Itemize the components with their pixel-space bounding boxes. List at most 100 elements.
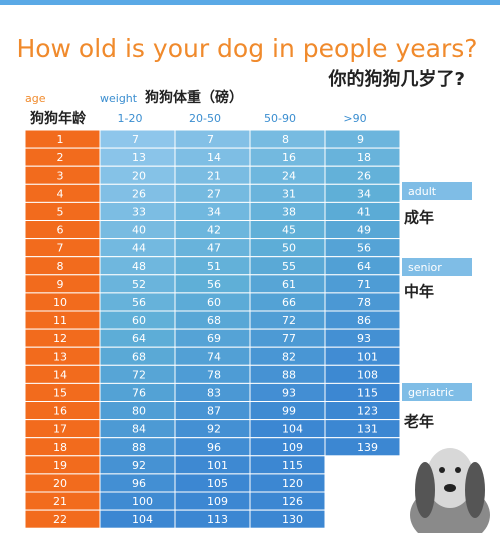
value-text: 104 [282, 423, 303, 436]
value-text: 40 [132, 224, 146, 237]
value-cell [324, 437, 401, 457]
value-text: 66 [282, 296, 296, 309]
age-text: 12 [53, 332, 67, 345]
value-text: 120 [282, 477, 303, 490]
value-text: 101 [207, 459, 228, 472]
value-text: 123 [357, 405, 378, 418]
age-label: age [25, 92, 46, 105]
value-text: 45 [282, 224, 296, 237]
dog [410, 448, 490, 533]
stage-box [402, 258, 472, 276]
value-text: 78 [207, 368, 221, 381]
age-text: 15 [53, 386, 67, 399]
value-text: 72 [132, 368, 146, 381]
top-bar [0, 0, 500, 5]
column-header: 1-20 [118, 112, 143, 125]
age-text: 5 [57, 205, 64, 218]
value-text: 92 [207, 423, 221, 436]
value-text: 131 [357, 423, 378, 436]
age-text: 6 [57, 224, 64, 237]
value-text: 64 [357, 260, 371, 273]
age-text: 2 [57, 151, 64, 164]
column-header: 20-50 [189, 112, 221, 125]
stage-label: adult [408, 185, 437, 198]
age-text: 18 [53, 441, 67, 454]
value-text: 27 [207, 187, 221, 200]
value-text: 100 [132, 495, 153, 508]
value-text: 56 [207, 278, 221, 291]
title: How old is your dog in people years? [16, 34, 477, 63]
age-text: 9 [57, 278, 64, 291]
value-text: 21 [207, 169, 221, 182]
value-text: 18 [357, 151, 371, 164]
value-text: 16 [282, 151, 296, 164]
value-text: 87 [207, 405, 221, 418]
value-text: 50 [282, 242, 296, 255]
age-text: 19 [53, 459, 67, 472]
stage-box [402, 182, 472, 200]
weight-label: weight [100, 92, 138, 105]
value-text: 60 [132, 314, 146, 327]
value-text: 82 [282, 350, 296, 363]
age-text: 7 [57, 242, 64, 255]
value-text: 126 [282, 495, 303, 508]
age-text: 17 [53, 423, 67, 436]
value-text: 84 [132, 423, 146, 436]
stage-label-cn: 老年 [403, 413, 434, 431]
value-text: 44 [132, 242, 146, 255]
value-text: 130 [282, 513, 303, 526]
value-text: 55 [282, 260, 296, 273]
value-text: 7 [207, 133, 214, 146]
value-text: 47 [207, 242, 221, 255]
value-text: 13 [132, 151, 146, 164]
value-text: 93 [282, 386, 296, 399]
age-text: 22 [53, 513, 67, 526]
subtitle: 你的狗狗几岁了? [328, 68, 465, 90]
value-text: 96 [207, 441, 221, 454]
value-text: 108 [357, 368, 378, 381]
age-text: 14 [53, 368, 67, 381]
value-text: 88 [132, 441, 146, 454]
value-text: 72 [282, 314, 296, 327]
value-text: 34 [207, 205, 221, 218]
age-text: 13 [53, 350, 67, 363]
value-text: 115 [282, 459, 303, 472]
value-text: 77 [282, 332, 296, 345]
value-text: 74 [207, 350, 221, 363]
column-header: >90 [343, 112, 366, 125]
value-text: 99 [282, 405, 296, 418]
value-text: 38 [282, 205, 296, 218]
value-text: 9 [357, 133, 364, 146]
value-text: 109 [282, 441, 303, 454]
stage-box [402, 383, 472, 401]
value-text: 105 [207, 477, 228, 490]
value-text: 115 [357, 386, 378, 399]
value-text: 48 [132, 260, 146, 273]
value-text: 109 [207, 495, 228, 508]
value-text: 61 [282, 278, 296, 291]
age-label-cn: 狗狗年龄 [30, 110, 87, 127]
value-text: 52 [132, 278, 146, 291]
value-text: 76 [132, 386, 146, 399]
value-text: 8 [282, 133, 289, 146]
age-text: 16 [53, 405, 67, 418]
weight-label-cn: 狗狗体重（磅） [145, 89, 243, 106]
value-text: 34 [357, 187, 371, 200]
value-text: 20 [132, 169, 146, 182]
value-text: 24 [282, 169, 296, 182]
value-text: 92 [132, 459, 146, 472]
value-text: 88 [282, 368, 296, 381]
age-text: 8 [57, 260, 64, 273]
value-text: 42 [207, 224, 221, 237]
age-text: 1 [57, 133, 64, 146]
value-text: 64 [132, 332, 146, 345]
age-text: 10 [53, 296, 67, 309]
value-text: 51 [207, 260, 221, 273]
value-cell [249, 509, 326, 529]
value-text: 83 [207, 386, 221, 399]
stage-label: senior [408, 261, 442, 274]
value-text: 7 [132, 133, 139, 146]
value-text: 96 [132, 477, 146, 490]
value-text: 33 [132, 205, 146, 218]
age-text: 4 [57, 187, 64, 200]
